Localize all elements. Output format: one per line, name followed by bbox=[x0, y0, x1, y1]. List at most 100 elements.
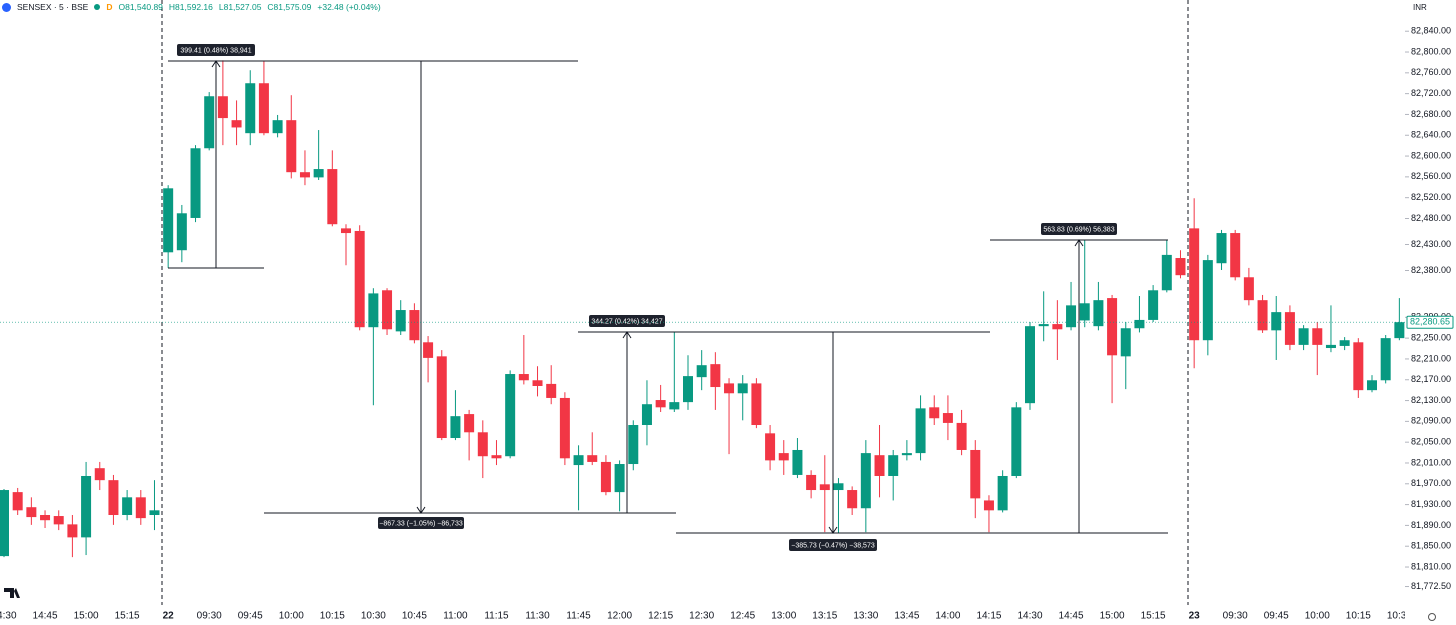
candle-body bbox=[94, 468, 105, 481]
candle-body bbox=[696, 365, 707, 378]
y-tick-label: 82,800.00 bbox=[1411, 46, 1451, 56]
y-tick-label: 82,090.00 bbox=[1411, 416, 1451, 426]
candle-body bbox=[1380, 338, 1391, 381]
x-tick-label: 12:45 bbox=[730, 611, 755, 622]
measure-label: 344.27 (0.42%) 34,427 bbox=[589, 315, 665, 327]
candle-body bbox=[1353, 342, 1364, 391]
x-tick-label: 13:15 bbox=[812, 611, 837, 622]
candle-body bbox=[983, 500, 994, 511]
candle-body bbox=[1284, 312, 1295, 345]
candle-body bbox=[997, 475, 1008, 511]
x-tick-label: 10:00 bbox=[279, 611, 304, 622]
x-tick-label: 13:30 bbox=[853, 611, 878, 622]
price-axis bbox=[1405, 0, 1456, 625]
candle-body bbox=[819, 484, 830, 491]
y-tick-label: 82,760.00 bbox=[1411, 67, 1451, 77]
candle-body bbox=[1202, 260, 1213, 341]
candle-body bbox=[1339, 340, 1350, 346]
y-tick-label: 82,430.00 bbox=[1411, 239, 1451, 249]
x-tick-label: 10:15 bbox=[320, 611, 345, 622]
measure-label: −385.73 (−0.47%) −38,573 bbox=[789, 539, 877, 551]
candle-body bbox=[1230, 233, 1241, 278]
x-tick-label: 14:30 bbox=[1017, 611, 1042, 622]
candle-body bbox=[573, 455, 584, 466]
arrow bbox=[622, 331, 632, 339]
y-tick-label: 82,130.00 bbox=[1411, 395, 1451, 405]
currency: INR bbox=[1413, 3, 1427, 12]
candle-body bbox=[600, 461, 611, 493]
candle-body bbox=[231, 120, 242, 128]
y-tick-label: 82,840.00 bbox=[1411, 26, 1451, 36]
x-tick-label: 09:30 bbox=[197, 611, 222, 622]
candle-body bbox=[341, 228, 351, 234]
candle-body bbox=[176, 213, 187, 251]
measure-label: −867.33 (−1.05%) −86,733 bbox=[378, 517, 464, 529]
candle-body bbox=[614, 464, 625, 493]
candle-body bbox=[1134, 319, 1145, 329]
candle-body bbox=[409, 310, 420, 341]
candle-body bbox=[450, 416, 461, 439]
candle-body bbox=[1271, 312, 1282, 331]
candle-body bbox=[792, 449, 803, 475]
candle-body bbox=[67, 524, 78, 538]
candle-body bbox=[724, 383, 735, 394]
arrow bbox=[211, 60, 221, 68]
candle-body bbox=[491, 455, 502, 459]
settings-icon[interactable] bbox=[1428, 613, 1436, 621]
candle-body bbox=[1120, 328, 1131, 357]
candle-body bbox=[313, 169, 324, 178]
x-tick-label: 13:00 bbox=[771, 611, 796, 622]
logo bbox=[4, 588, 20, 598]
candle-body bbox=[641, 404, 652, 426]
candle-body bbox=[847, 490, 858, 509]
measure-text: −867.33 (−1.05%) −86,733 bbox=[379, 520, 463, 527]
candle-body bbox=[272, 120, 283, 134]
measure-label: 399.41 (0.48%) 38,941 bbox=[177, 44, 255, 56]
candle-body bbox=[423, 342, 434, 358]
candle-body bbox=[1025, 326, 1035, 404]
candle-body bbox=[1161, 254, 1172, 291]
x-tick-label: 15:15 bbox=[1141, 611, 1166, 622]
candle-body bbox=[833, 483, 844, 491]
candle-body bbox=[217, 96, 228, 119]
y-tick-label: 81,810.00 bbox=[1411, 561, 1451, 571]
candle-body bbox=[477, 432, 488, 457]
y-tick-label: 82,210.00 bbox=[1411, 353, 1451, 363]
candle-body bbox=[765, 433, 776, 461]
status-flag: D bbox=[106, 2, 113, 12]
candle-body bbox=[436, 356, 447, 439]
candle-body bbox=[1394, 322, 1405, 339]
candle-body bbox=[942, 413, 953, 423]
candle-body bbox=[860, 453, 871, 509]
candle-body bbox=[1148, 290, 1159, 320]
candle-body bbox=[532, 380, 543, 386]
x-tick-label: 23 bbox=[1189, 611, 1201, 622]
last-price-tag bbox=[1406, 315, 1454, 329]
candle-body bbox=[546, 383, 557, 398]
candle-body bbox=[40, 515, 51, 521]
x-tick-label: 09:45 bbox=[238, 611, 263, 622]
y-tick-label: 81,772.50 bbox=[1411, 581, 1451, 591]
candle-body bbox=[258, 83, 269, 134]
x-tick-label: 15:00 bbox=[74, 611, 99, 622]
candle-body bbox=[1038, 324, 1049, 327]
y-tick-label: 82,170.00 bbox=[1411, 374, 1451, 384]
candle-body bbox=[299, 172, 310, 178]
candle-body bbox=[354, 230, 365, 328]
y-tick-label: 82,050.00 bbox=[1411, 437, 1451, 447]
candle-body bbox=[970, 449, 981, 499]
candle-body bbox=[628, 425, 639, 465]
candle-body bbox=[1298, 328, 1309, 345]
candle-body bbox=[956, 422, 967, 450]
candle-body bbox=[1189, 228, 1200, 341]
candle-body bbox=[122, 497, 133, 516]
y-tick-label: 82,380.00 bbox=[1411, 265, 1451, 275]
x-tick-label: 09:30 bbox=[1223, 611, 1248, 622]
candle-body bbox=[135, 497, 146, 519]
candle-body bbox=[26, 507, 37, 518]
x-tick-label: 15:15 bbox=[115, 611, 140, 622]
candle-body bbox=[806, 474, 817, 491]
arrow bbox=[1074, 239, 1084, 247]
candle-body bbox=[778, 453, 789, 461]
candle-body bbox=[505, 374, 516, 457]
